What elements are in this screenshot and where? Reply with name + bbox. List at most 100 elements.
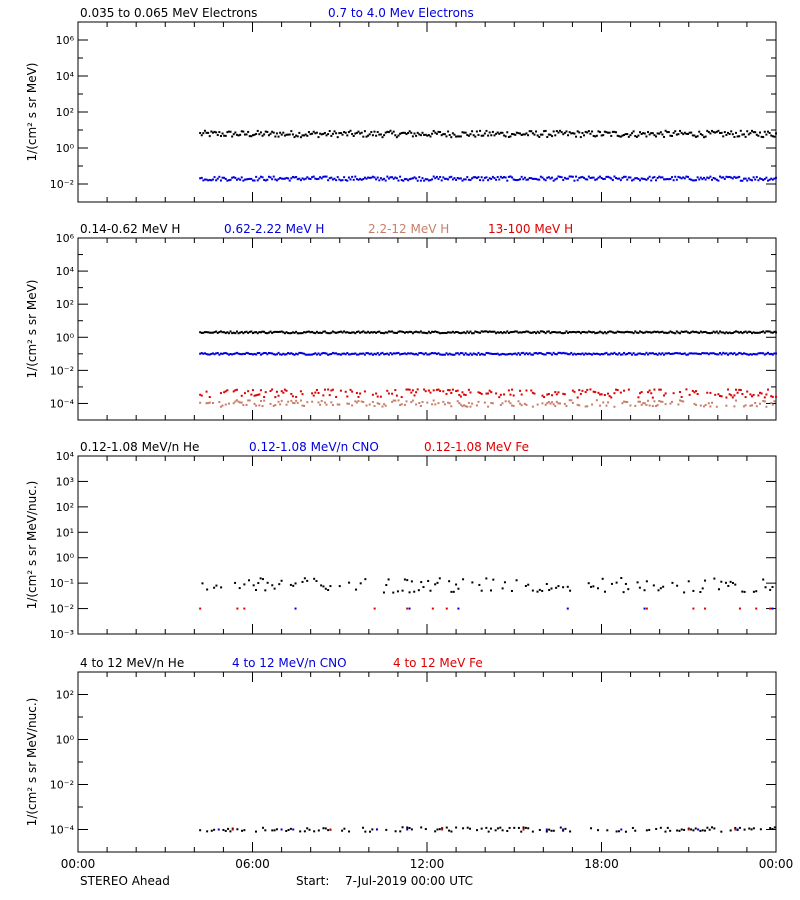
data-point [438,828,441,831]
data-point [359,331,362,334]
data-point [704,330,707,333]
data-point [605,175,608,178]
data-point [285,389,288,392]
data-point [359,177,362,180]
data-point [535,177,538,180]
data-point [507,136,510,139]
data-point [699,591,702,594]
data-point [496,131,499,134]
data-point [367,352,370,355]
data-point [597,130,600,133]
data-point [492,578,495,581]
data-point [522,133,525,136]
data-point [240,176,243,179]
data-point [443,403,446,406]
data-point [330,401,333,404]
data-point [463,131,466,134]
data-point [469,178,472,181]
data-point [215,584,218,587]
data-point [704,607,707,610]
data-point [223,331,226,334]
data-point [299,351,302,354]
data-point [325,352,328,355]
data-point [401,589,404,592]
y-tick-label: 10⁰ [56,552,75,565]
data-point [205,131,208,134]
data-point [272,331,275,334]
data-point [693,352,696,355]
data-point [199,131,202,134]
data-point [378,133,381,136]
data-point [520,133,523,136]
data-point [546,351,549,354]
data-point [287,352,290,355]
data-point [271,352,274,355]
data-point [562,133,565,136]
data-point [205,402,208,405]
legend-entry: 2.2-12 MeV H [368,222,449,236]
data-point [205,331,208,334]
data-point [475,130,478,133]
data-point [513,826,516,829]
data-point [587,352,590,355]
data-point [272,404,275,407]
data-point [217,828,220,831]
data-point [423,388,426,391]
data-point [480,392,483,395]
data-point [715,130,718,133]
data-point [282,352,285,355]
data-point [259,389,262,392]
data-point [273,587,276,590]
data-point [720,830,723,833]
data-point [243,353,246,356]
data-point [328,332,331,335]
data-point [587,130,590,133]
data-point [448,389,451,392]
data-point [586,131,589,134]
data-point [410,391,413,394]
data-point [475,404,478,407]
data-point [498,132,501,135]
data-point [264,332,267,335]
data-point [226,131,229,134]
data-point [607,331,610,334]
data-point [760,135,763,138]
data-point [771,353,774,356]
data-point [320,133,323,136]
data-point [589,176,592,179]
data-point [699,829,702,832]
data-point [266,332,269,335]
data-point [346,351,349,354]
data-point [285,133,288,136]
data-point [269,389,272,392]
data-point [322,827,325,830]
data-point [659,176,662,179]
data-point [517,331,520,334]
data-point [280,177,283,180]
data-point [751,353,754,356]
data-point [555,177,558,180]
data-point [485,330,488,333]
data-point [730,394,733,397]
data-point [683,828,686,831]
data-point [754,353,757,356]
data-point [610,396,613,399]
data-point [533,331,536,334]
data-point [517,400,520,403]
data-point [725,352,728,355]
data-point [632,130,635,133]
data-point [515,179,518,182]
data-point [663,394,666,397]
data-point [597,391,600,394]
data-point [510,589,513,592]
data-point [403,131,406,134]
data-point [555,331,558,334]
data-point [746,353,749,356]
data-point [399,330,402,333]
data-point [429,352,432,355]
data-point [343,827,346,830]
data-point [458,177,461,180]
data-point [436,828,439,831]
data-point [442,400,445,403]
data-point [538,135,541,138]
